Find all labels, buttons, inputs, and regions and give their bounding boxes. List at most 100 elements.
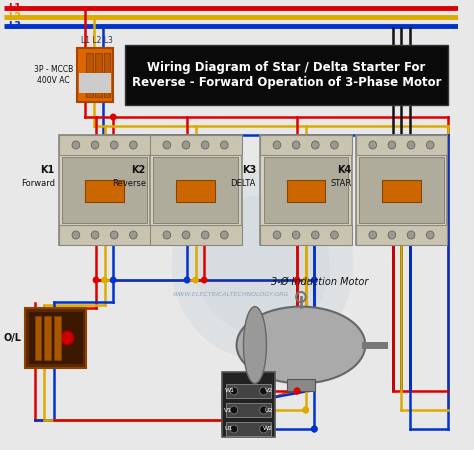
Circle shape [407, 141, 415, 149]
Circle shape [129, 141, 137, 149]
Text: K4: K4 [337, 165, 352, 175]
Bar [86, 53, 93, 97]
Circle shape [311, 141, 319, 149]
Bar [85, 180, 124, 202]
Circle shape [260, 406, 267, 414]
Bar [29, 312, 82, 364]
Circle shape [427, 231, 434, 239]
Circle shape [273, 141, 281, 149]
Circle shape [388, 141, 396, 149]
Bar [356, 135, 447, 155]
Bar [95, 53, 102, 97]
Bar [356, 225, 447, 245]
Circle shape [163, 141, 171, 149]
Text: K2: K2 [131, 165, 146, 175]
Circle shape [101, 276, 108, 284]
Bar [383, 180, 420, 202]
Bar [150, 135, 242, 245]
Text: K3: K3 [242, 165, 256, 175]
Circle shape [311, 276, 318, 284]
Text: V2: V2 [265, 388, 273, 393]
Circle shape [182, 141, 190, 149]
Bar [25, 308, 86, 368]
Bar [264, 157, 348, 223]
Bar [59, 135, 151, 155]
Text: O/L: O/L [3, 333, 21, 343]
Bar [176, 180, 215, 202]
Circle shape [407, 231, 415, 239]
Circle shape [294, 387, 301, 395]
Circle shape [183, 276, 191, 284]
Circle shape [172, 170, 354, 360]
Text: STAR: STAR [330, 179, 352, 188]
Circle shape [91, 231, 99, 239]
Circle shape [330, 231, 338, 239]
Circle shape [220, 141, 228, 149]
Text: Forward: Forward [21, 179, 55, 188]
Bar [226, 384, 271, 398]
Bar [59, 135, 151, 245]
Circle shape [330, 141, 338, 149]
Text: Reverse: Reverse [112, 179, 146, 188]
Bar [150, 135, 242, 155]
Circle shape [302, 406, 309, 414]
Text: U2: U2 [264, 408, 273, 413]
Text: L1 L2 L3: L1 L2 L3 [81, 36, 112, 45]
Text: WWW.ELECTRICALTECHNOLOGY.ORG: WWW.ELECTRICALTECHNOLOGY.ORG [173, 292, 289, 297]
Text: 3-Ø Induction Motor: 3-Ø Induction Motor [272, 277, 369, 287]
Bar [104, 53, 110, 97]
Circle shape [230, 387, 238, 395]
Bar [356, 135, 447, 245]
Circle shape [292, 141, 300, 149]
Circle shape [110, 113, 117, 121]
Circle shape [230, 425, 238, 433]
Circle shape [72, 231, 80, 239]
Ellipse shape [237, 306, 365, 383]
Circle shape [201, 276, 208, 284]
Bar [287, 180, 325, 202]
Bar [226, 422, 271, 436]
Text: 3P - MCCB
400V AC: 3P - MCCB 400V AC [34, 65, 73, 85]
Text: V1: V1 [224, 408, 232, 413]
Bar [79, 73, 111, 93]
Circle shape [311, 231, 319, 239]
Circle shape [72, 141, 80, 149]
Bar [44, 316, 51, 360]
Bar [359, 157, 444, 223]
Circle shape [260, 425, 267, 433]
Text: Wiring Diagram of Star / Delta Starter For
Reverse - Forward Operation of 3-Phas: Wiring Diagram of Star / Delta Starter F… [132, 61, 441, 89]
Circle shape [294, 387, 301, 395]
Circle shape [182, 231, 190, 239]
Text: W1: W1 [224, 388, 234, 393]
Circle shape [369, 231, 376, 239]
Circle shape [110, 231, 118, 239]
Bar [150, 225, 242, 245]
Circle shape [196, 195, 329, 335]
Circle shape [427, 141, 434, 149]
Text: L2: L2 [8, 12, 21, 22]
Text: W2: W2 [263, 427, 273, 432]
Text: K1: K1 [41, 165, 55, 175]
Text: L1: L1 [8, 3, 21, 13]
Circle shape [230, 406, 238, 414]
Circle shape [91, 141, 99, 149]
Bar [222, 372, 275, 437]
Circle shape [110, 141, 118, 149]
Circle shape [260, 387, 267, 395]
Circle shape [92, 276, 100, 284]
Bar [77, 48, 113, 102]
Text: L3: L3 [8, 21, 21, 31]
Circle shape [292, 231, 300, 239]
Ellipse shape [244, 306, 266, 383]
Circle shape [369, 141, 376, 149]
Circle shape [129, 231, 137, 239]
Circle shape [294, 276, 301, 284]
Bar [260, 135, 352, 245]
Text: U1: U1 [224, 427, 233, 432]
Bar [287, 378, 315, 391]
Circle shape [61, 331, 74, 345]
Bar [260, 225, 352, 245]
Circle shape [302, 406, 309, 414]
Circle shape [220, 231, 228, 239]
Bar [59, 225, 151, 245]
